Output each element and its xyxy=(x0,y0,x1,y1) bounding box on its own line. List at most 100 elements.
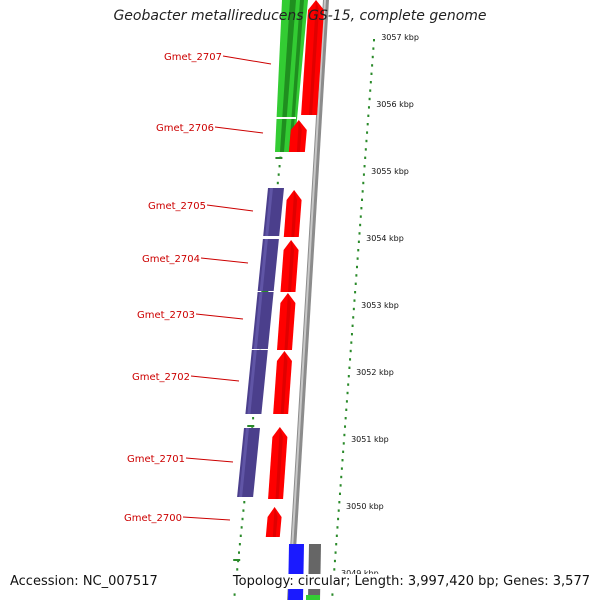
gene-label[interactable]: Gmet_2705 xyxy=(148,201,206,212)
scale-ring-dot xyxy=(341,459,344,462)
inner-ring-dot xyxy=(236,568,239,571)
scale-ring-dot xyxy=(338,501,341,504)
scale-ring-dot xyxy=(337,517,340,521)
green-feature-stripe xyxy=(289,0,304,152)
reverse-cds-shade xyxy=(265,188,273,236)
scale-ring-dot xyxy=(359,215,362,218)
gene-label[interactable]: Gmet_2706 xyxy=(156,123,214,134)
green-feature-bottom[interactable] xyxy=(306,595,320,600)
scale-ring-dot xyxy=(352,307,355,311)
scale-label: 3053 kbp xyxy=(361,301,399,310)
gene-label[interactable]: Gmet_2707 xyxy=(164,52,222,63)
scale-label: 3055 kbp xyxy=(371,167,409,176)
scale-ring-dot xyxy=(366,131,369,134)
gene-label[interactable]: Gmet_2703 xyxy=(137,310,195,321)
forward-cds-shade xyxy=(291,190,298,237)
scale-ring-dot xyxy=(373,39,375,42)
scale-ring-dot xyxy=(360,207,363,210)
gene-label-leader xyxy=(200,257,249,264)
forward-cds-arrow[interactable] xyxy=(273,351,292,414)
scale-ring-dot xyxy=(357,249,360,252)
scale-ring-dot xyxy=(354,291,357,294)
scale-ring-dot xyxy=(361,198,364,201)
scale-ring-dot xyxy=(345,408,348,411)
gene-label[interactable]: Gmet_2700 xyxy=(124,513,182,524)
scale-ring-dot xyxy=(331,593,334,596)
green-feature-stripe xyxy=(280,0,296,152)
scale-ring-dot xyxy=(347,375,350,378)
gene-label-leader xyxy=(185,457,234,463)
scale-ring-dot xyxy=(334,551,337,554)
gene-label[interactable]: Gmet_2701 xyxy=(127,454,185,465)
gene-label[interactable]: Gmet_2704 xyxy=(142,254,200,265)
ring-tick xyxy=(275,157,283,159)
scale-ring-dot xyxy=(350,341,353,344)
scale-ring-dot xyxy=(371,64,374,67)
blue-feature[interactable] xyxy=(288,544,304,600)
reverse-cds-shade xyxy=(259,239,268,291)
gene-label-leader xyxy=(214,126,264,134)
scale-ring-dot xyxy=(358,232,361,235)
scale-ring-dot xyxy=(345,400,348,403)
scale-ring-dot xyxy=(336,526,339,529)
scale-ring-dot xyxy=(335,543,338,546)
inner-ring-dot xyxy=(276,181,279,185)
grey-feature[interactable] xyxy=(308,544,321,600)
inner-ring-dot xyxy=(237,551,240,554)
scale-ring-dot xyxy=(370,72,373,75)
scale-ring-dot xyxy=(369,89,372,92)
scale-ring-dot xyxy=(352,316,355,319)
scale-ring-dot xyxy=(340,475,343,479)
scale-ring-dot xyxy=(357,240,360,243)
scale-ring-dot xyxy=(359,223,362,227)
scale-ring-dot xyxy=(348,366,351,369)
feature-separator xyxy=(276,117,296,119)
map-title: Geobacter metallireducens GS-15, complet… xyxy=(113,8,487,24)
gene-label-leader xyxy=(190,375,240,382)
scale-ring-dot xyxy=(356,257,359,260)
scale-ring-dot xyxy=(333,568,336,571)
scale-ring-dot xyxy=(349,349,352,353)
scale-ring-dot xyxy=(349,358,352,361)
scale-ring-dot xyxy=(365,139,368,143)
scale-ring-dot xyxy=(351,324,354,327)
scale-ring-dot xyxy=(338,492,341,495)
gene-label-leader xyxy=(222,55,272,65)
scale-ring-dot xyxy=(347,383,350,386)
scale-ring-dot xyxy=(339,484,342,487)
scale-ring-dot xyxy=(364,156,367,159)
scale-ring-dot xyxy=(364,148,367,151)
sequence-backbone-highlight xyxy=(288,0,326,600)
scale-ring-dot xyxy=(350,333,353,336)
scale-ring-dot xyxy=(371,55,374,59)
scale-label: 3050 kbp xyxy=(346,502,384,511)
scale-ring-dot xyxy=(343,433,346,437)
inner-ring-dot xyxy=(233,593,236,596)
gene-label-leader xyxy=(182,516,231,521)
scale-ring-dot xyxy=(344,425,347,428)
reverse-cds-shade xyxy=(239,428,249,497)
inner-ring-dot xyxy=(252,417,255,420)
ring-tick xyxy=(247,425,255,427)
scale-ring-dot xyxy=(369,81,372,84)
inner-ring-dot xyxy=(238,543,241,546)
scale-label: 3056 kbp xyxy=(376,100,414,109)
inner-ring-dot xyxy=(242,509,245,512)
scale-ring-dot xyxy=(366,123,369,126)
reverse-cds-shade xyxy=(253,292,263,349)
forward-cds-shade xyxy=(284,293,291,350)
scale-ring-dot xyxy=(344,417,347,420)
forward-cds-shade xyxy=(280,351,288,414)
inner-ring-dot xyxy=(243,501,246,504)
forward-cds-shade xyxy=(296,120,302,152)
scale-ring-dot xyxy=(335,534,338,537)
gene-label[interactable]: Gmet_2702 xyxy=(132,372,190,383)
scale-ring-dot xyxy=(368,97,371,101)
inner-ring-dot xyxy=(241,517,244,521)
scale-label: 3049 kbp xyxy=(341,569,379,578)
forward-cds-arrow[interactable] xyxy=(301,0,324,115)
scale-ring-dot xyxy=(342,442,345,445)
inner-ring-dot xyxy=(240,526,243,529)
